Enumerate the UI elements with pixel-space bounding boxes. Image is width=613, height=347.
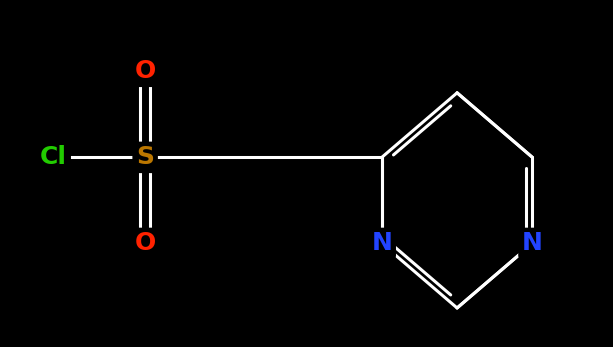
Text: Cl: Cl	[40, 145, 67, 169]
Text: N: N	[371, 231, 392, 255]
Text: N: N	[522, 231, 543, 255]
Text: O: O	[134, 59, 156, 83]
Text: O: O	[134, 231, 156, 255]
Text: S: S	[136, 145, 154, 169]
